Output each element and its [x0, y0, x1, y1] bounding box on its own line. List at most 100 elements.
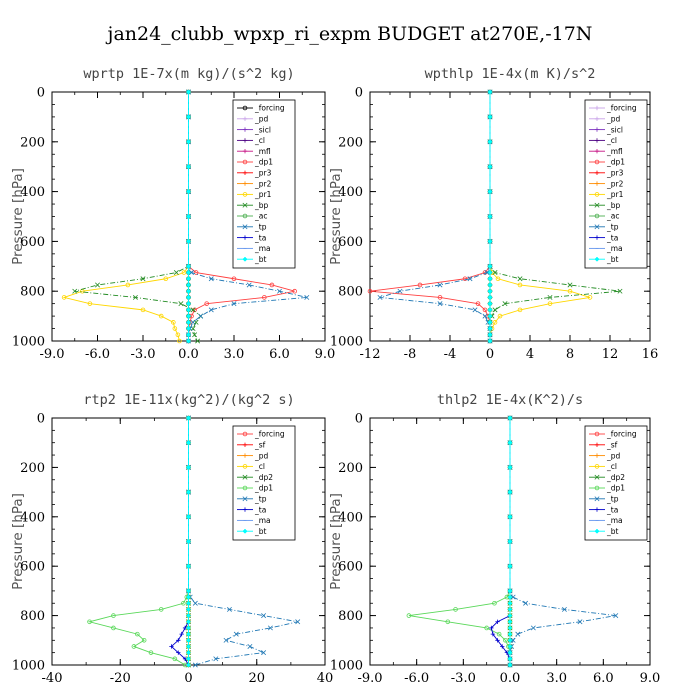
data-point — [185, 600, 192, 606]
data-point — [367, 288, 373, 294]
data-point — [172, 326, 178, 331]
data-point — [507, 464, 513, 470]
data-point — [487, 189, 493, 195]
legend-label: _dp1 — [606, 158, 625, 167]
data-point — [177, 338, 182, 344]
y-tick-label: 400 — [338, 185, 363, 200]
legend-label: _sicl — [606, 125, 623, 134]
legend-item: _forcing — [589, 104, 637, 113]
data-point — [507, 613, 513, 619]
data-point — [185, 282, 192, 288]
series-bt — [507, 415, 513, 668]
legend-swatch-marker — [594, 138, 600, 143]
legend-swatch-marker — [242, 485, 248, 491]
legend-label: _tp — [606, 223, 619, 232]
data-point — [495, 619, 500, 624]
data-point — [462, 276, 468, 282]
legend-label: _ta — [606, 505, 618, 514]
data-point — [467, 276, 473, 282]
x-tick-label: -9.0 — [357, 671, 382, 686]
data-point — [181, 270, 187, 275]
data-point — [507, 588, 513, 594]
legend-label: _ac — [606, 212, 619, 221]
legend-label: _pd — [606, 451, 621, 460]
y-tick-label: 800 — [20, 285, 45, 300]
legend-label: _dp1 — [254, 158, 273, 167]
data-point — [507, 656, 513, 662]
series-bt — [487, 89, 493, 344]
data-point — [185, 440, 192, 446]
data-point — [492, 320, 498, 325]
series-bt — [185, 89, 192, 344]
y-tick-label: 1000 — [330, 659, 363, 674]
data-point — [547, 294, 553, 300]
legend-label: _dp2 — [606, 473, 625, 482]
data-point — [487, 114, 493, 120]
legend-label: _tp — [606, 495, 619, 504]
series-bt — [185, 415, 192, 668]
legend-swatch-marker — [594, 170, 600, 175]
legend-swatch-marker — [594, 202, 600, 208]
data-point — [192, 332, 198, 338]
data-point — [507, 631, 513, 637]
legend-label: _dp1 — [606, 484, 625, 493]
data-point — [510, 594, 516, 600]
data-point — [185, 332, 192, 338]
legend-label: _sf — [254, 441, 266, 450]
x-tick-label: 3.0 — [546, 671, 567, 686]
data-point — [277, 288, 282, 294]
data-point — [179, 631, 184, 637]
data-point — [567, 282, 573, 288]
legend-label: _ma — [254, 244, 271, 253]
data-point — [507, 415, 513, 421]
data-point — [185, 263, 192, 269]
data-point — [377, 294, 383, 300]
chart-panel-2: wpthlp 1E-4x(m K)/s^2 Pressure [hPa] 0 200 4… — [328, 66, 658, 362]
legend-swatch-marker — [242, 528, 248, 534]
x-tick-label: -6.0 — [404, 671, 429, 686]
x-tick-label: 0 — [486, 347, 494, 362]
data-point — [496, 631, 502, 637]
data-point — [185, 625, 192, 631]
data-point — [185, 276, 192, 282]
legend-item: _forcing — [237, 104, 285, 113]
legend-item: _pd — [589, 451, 621, 460]
data-point — [140, 307, 146, 313]
legend-label: _cl — [254, 462, 265, 471]
data-point — [262, 295, 267, 300]
data-point — [507, 489, 513, 495]
legend-item: _pd — [589, 115, 621, 124]
data-point — [487, 338, 493, 344]
data-point — [487, 313, 493, 319]
data-point — [492, 600, 497, 606]
y-tick-label: 600 — [338, 560, 363, 575]
legend-swatch-marker — [594, 224, 600, 230]
data-point — [223, 637, 229, 643]
series-dp1 — [406, 415, 513, 668]
data-point — [185, 613, 192, 619]
legend-swatch-marker — [242, 464, 248, 469]
panel-title: wpthlp 1E-4x(m K)/s^2 — [425, 66, 596, 82]
legend-swatch-marker — [594, 442, 600, 447]
data-point — [515, 631, 521, 637]
data-point — [185, 139, 192, 145]
legend: _forcing _pd_sicl _cl _mfl _dp1 _pr3_pr2 _pr1 _… — [584, 99, 648, 269]
legend-swatch-marker — [242, 213, 248, 219]
legend-swatch-marker — [594, 464, 600, 469]
figure-title: jan24_clubb_wpxp_ri_expm BUDGET at270E,-… — [106, 23, 593, 45]
data-point — [208, 307, 214, 313]
data-point — [437, 282, 443, 288]
data-point — [185, 89, 192, 95]
y-tick-label: 800 — [338, 285, 363, 300]
data-point — [185, 489, 192, 495]
chart-panels: wprtp 1E-7x(m kg)/(s^2 kg) Pressure [hPa]… — [10, 66, 660, 686]
x-tick-label: -12 — [360, 347, 381, 362]
legend-item: _ac — [237, 212, 267, 221]
legend-swatch-marker — [594, 256, 600, 262]
x-tick-label: 0 — [184, 671, 192, 686]
y-tick-label: 400 — [20, 510, 45, 525]
data-point — [87, 301, 93, 306]
legend-swatch-marker — [594, 149, 600, 154]
data-point — [507, 563, 513, 569]
legend: _forcing _sf_pd _cl _dp2 _dp1 _tp_ta _ma _bt — [584, 425, 648, 541]
